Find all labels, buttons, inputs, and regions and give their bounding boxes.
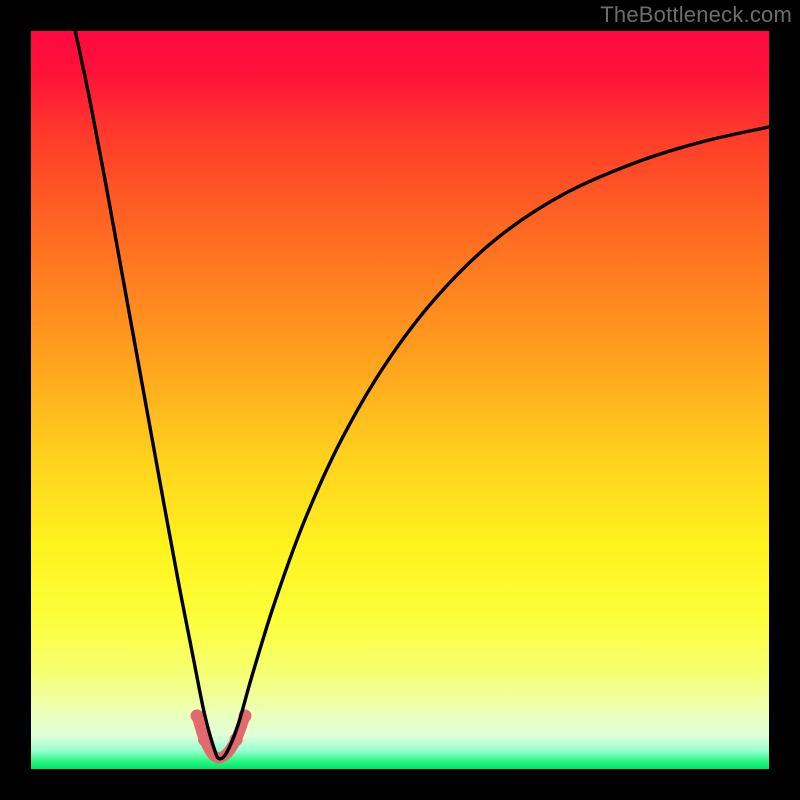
marker-dot (191, 709, 204, 722)
bottleneck-chart (0, 0, 800, 800)
chart-frame: TheBottleneck.com (0, 0, 800, 800)
gradient-background (31, 31, 769, 769)
plot-area (31, 31, 769, 769)
watermark-text: TheBottleneck.com (600, 2, 792, 28)
